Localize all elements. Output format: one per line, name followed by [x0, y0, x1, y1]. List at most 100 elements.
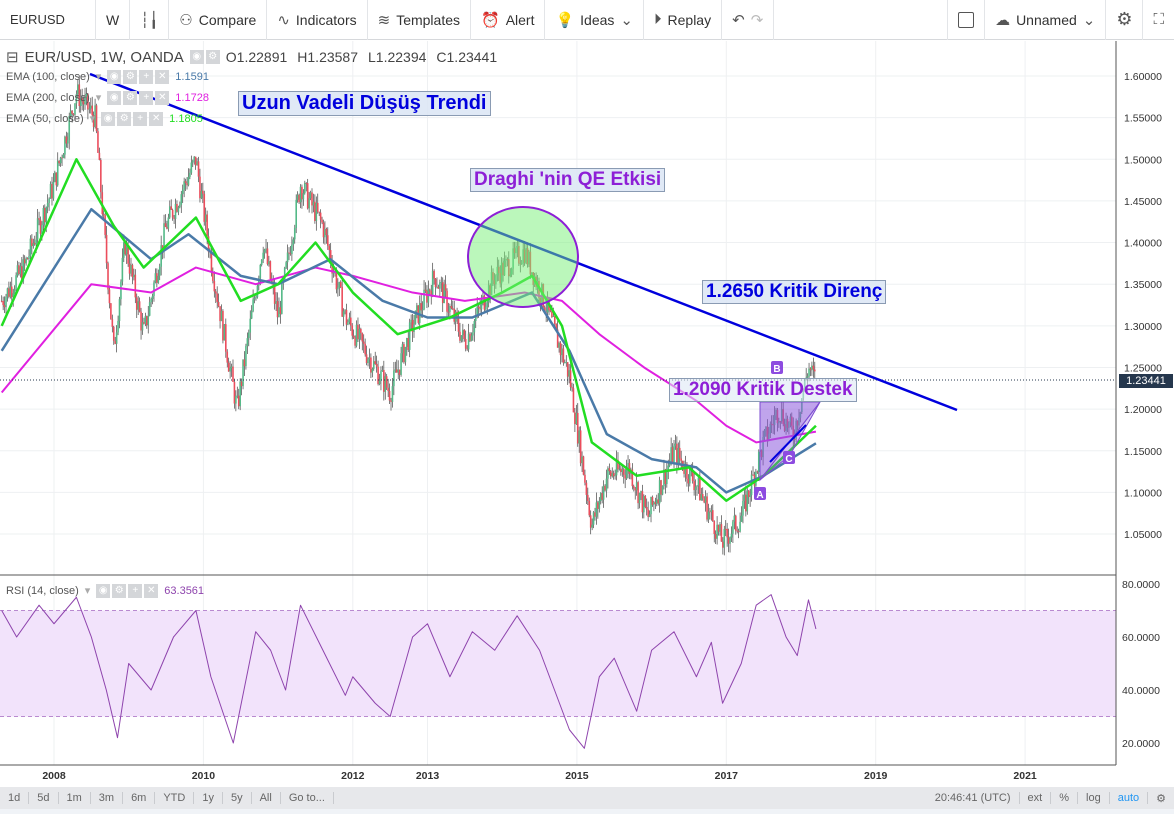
gear-icon[interactable]: ⚙: [205, 50, 220, 64]
ema-label[interactable]: EMA (200, close): [6, 91, 90, 104]
qe-circle[interactable]: [467, 206, 579, 308]
ema-200-line[interactable]: [0, 266, 817, 444]
candle-body: [423, 289, 425, 310]
scale-settings-button[interactable]: ⚙: [1148, 792, 1174, 805]
collapse-icon[interactable]: ⊟: [6, 49, 19, 66]
templates-button[interactable]: ≋ Templates: [368, 0, 471, 40]
candle-body: [105, 234, 108, 264]
chart-style-button[interactable]: ┆╽: [130, 0, 170, 40]
range-1m[interactable]: 1m: [59, 792, 91, 804]
gear-icon[interactable]: ⚙: [123, 69, 138, 84]
time-tick: 2021: [1013, 770, 1037, 782]
ema-label[interactable]: EMA (50, close): [6, 112, 84, 125]
plus-icon[interactable]: +: [139, 90, 154, 105]
candle-body: [594, 512, 596, 517]
gear-icon[interactable]: ⚙: [117, 111, 132, 126]
scale-option-percent[interactable]: %: [1051, 792, 1079, 804]
candle-body: [477, 306, 480, 309]
candle-body: [622, 469, 625, 475]
close-icon[interactable]: ✕: [144, 583, 159, 598]
close-icon[interactable]: ✕: [149, 111, 164, 126]
scale-option-log[interactable]: log: [1078, 792, 1110, 804]
symbol-search[interactable]: EURUSD: [0, 0, 96, 40]
candle-body: [102, 214, 105, 216]
rsi-label[interactable]: RSI (14, close): [6, 584, 79, 597]
trend-annotation[interactable]: Uzun Vadeli Düşüş Trendi: [238, 91, 491, 116]
candle-body: [49, 183, 52, 199]
series-buttons: ◉ ⚙: [189, 50, 220, 64]
candle-body: [260, 259, 263, 265]
ema-50-line[interactable]: [0, 158, 817, 502]
eye-icon[interactable]: ◉: [107, 69, 122, 84]
series-title[interactable]: EUR/USD, 1W, OANDA: [24, 48, 184, 66]
candle-body: [184, 181, 187, 184]
candle-body: [703, 498, 705, 503]
resistance-annotation[interactable]: 1.2650 Kritik Direnç: [702, 280, 887, 304]
candle-body: [193, 156, 196, 161]
candle-body: [556, 329, 559, 348]
candle-body: [575, 412, 578, 425]
plus-icon[interactable]: +: [128, 583, 143, 598]
candle-body: [640, 491, 642, 493]
point-marker-c[interactable]: [783, 451, 795, 464]
replay-button[interactable]: ⏵ Replay: [644, 0, 723, 40]
candle-body: [385, 376, 388, 388]
undo-icon[interactable]: ↶: [732, 11, 745, 29]
plus-icon[interactable]: +: [139, 69, 154, 84]
candle-body: [716, 524, 718, 539]
candle-body: [130, 264, 132, 274]
candle-body: [666, 469, 668, 485]
range-6m[interactable]: 6m: [123, 792, 156, 804]
candle-body: [179, 204, 181, 208]
qe-annotation[interactable]: Draghi 'nin QE Etkisi: [470, 168, 666, 192]
candle-body: [315, 202, 318, 221]
ideas-button[interactable]: 💡 Ideas ⌄: [545, 0, 644, 40]
indicators-button[interactable]: ∿ Indicators: [267, 0, 368, 40]
candle-body: [734, 515, 737, 531]
range-3m[interactable]: 3m: [91, 792, 124, 804]
fullscreen-button[interactable]: ⛶: [1143, 0, 1174, 40]
candle-body: [92, 115, 95, 127]
gear-icon[interactable]: ⚙: [112, 583, 127, 598]
close-icon[interactable]: ✕: [155, 90, 170, 105]
range-goto[interactable]: Go to...: [281, 792, 334, 804]
candle-body: [137, 301, 139, 310]
candle-body: [341, 286, 343, 317]
range-5d[interactable]: 5d: [29, 792, 59, 804]
eye-icon[interactable]: ◉: [101, 111, 116, 126]
candle-body: [457, 318, 460, 332]
fullscreen-box-button[interactable]: [947, 0, 986, 40]
range-5y[interactable]: 5y: [223, 792, 252, 804]
point-marker-a[interactable]: [754, 487, 766, 500]
support-line[interactable]: [769, 424, 807, 463]
candle-body: [72, 113, 75, 115]
redo-icon[interactable]: ↷: [750, 11, 764, 29]
range-ytd[interactable]: YTD: [155, 792, 195, 804]
range-1d[interactable]: 1d: [0, 792, 30, 804]
support-annotation[interactable]: 1.2090 Kritik Destek: [669, 378, 857, 402]
range-1y[interactable]: 1y: [194, 792, 223, 804]
compare-button[interactable]: ⚇ Compare: [169, 0, 268, 40]
candle-body: [644, 496, 647, 507]
scale-option-ext[interactable]: ext: [1020, 792, 1052, 804]
layout-button[interactable]: ☁ Unnamed ⌄: [985, 0, 1107, 40]
plus-icon[interactable]: +: [133, 111, 148, 126]
eye-icon[interactable]: ◉: [189, 50, 204, 64]
range-all[interactable]: All: [252, 792, 281, 804]
eye-icon[interactable]: ◉: [107, 90, 122, 105]
candle-body: [245, 345, 247, 367]
rsi-line[interactable]: [1, 594, 817, 749]
ema-label[interactable]: EMA (100, close): [6, 70, 90, 83]
point-marker-b[interactable]: [771, 361, 783, 374]
candle-body: [35, 239, 37, 245]
candle-body: [345, 309, 348, 325]
candle-body: [51, 183, 53, 199]
close-icon[interactable]: ✕: [155, 69, 170, 84]
alert-button[interactable]: ⏰ Alert: [471, 0, 546, 40]
gear-icon[interactable]: ⚙: [123, 90, 138, 105]
eye-icon[interactable]: ◉: [96, 583, 111, 598]
settings-button[interactable]: ⚙: [1106, 0, 1144, 40]
interval-button[interactable]: W: [96, 0, 131, 40]
chart-canvas[interactable]: 1.60000 1.55000 1.50000 1.45000 1.40000 1.350…: [0, 0, 1174, 787]
scale-option-auto[interactable]: auto: [1110, 792, 1149, 804]
